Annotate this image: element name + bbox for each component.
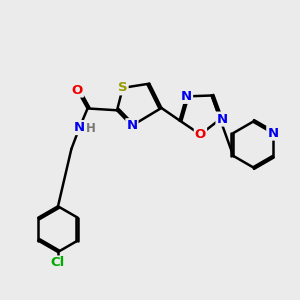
Text: H: H (85, 122, 95, 135)
Text: N: N (74, 121, 85, 134)
Text: N: N (181, 90, 192, 103)
Text: Cl: Cl (51, 256, 65, 269)
Text: O: O (72, 83, 83, 97)
Text: N: N (126, 119, 137, 132)
Text: S: S (118, 81, 128, 94)
Text: O: O (195, 128, 206, 141)
Text: N: N (267, 127, 278, 140)
Text: N: N (217, 112, 228, 126)
